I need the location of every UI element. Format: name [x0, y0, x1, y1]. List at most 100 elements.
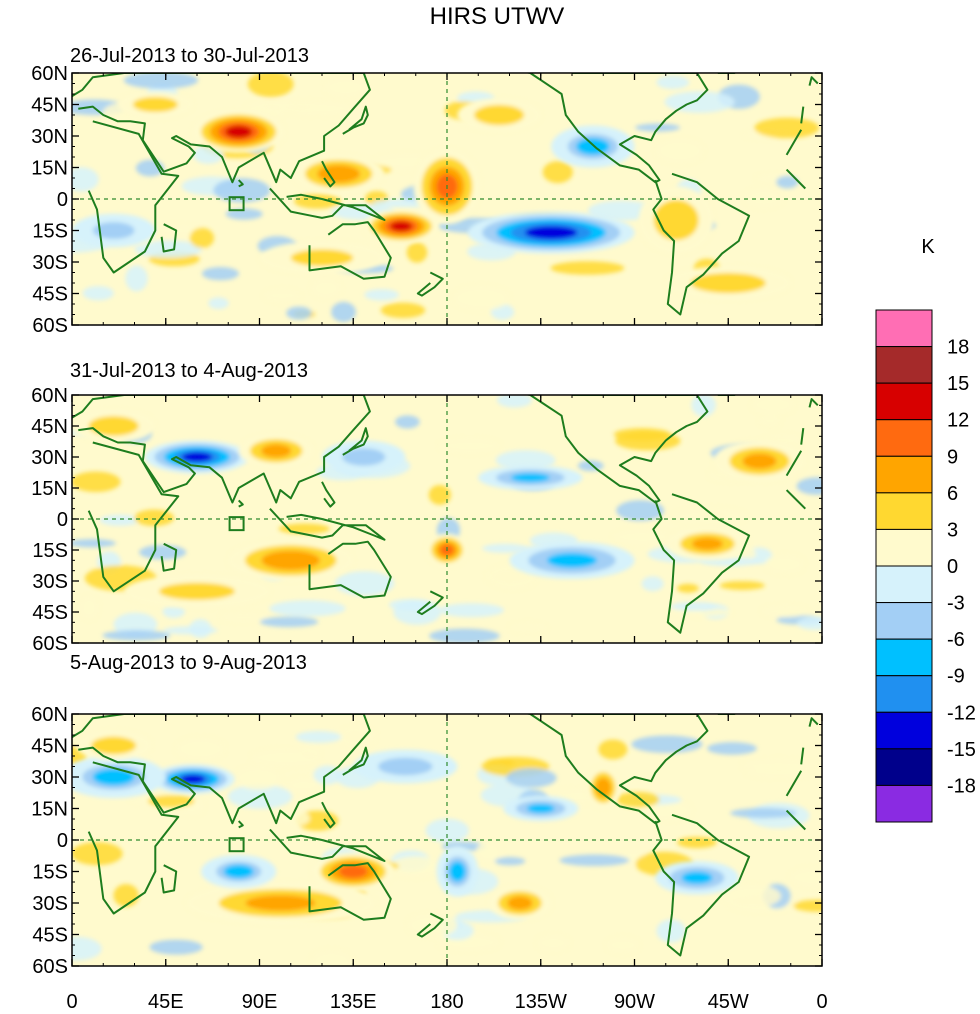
- x-axis-labels: 0 45E 90E 135E 180 135W 90W 45W 0: [66, 991, 827, 1013]
- texture-patch: [72, 471, 121, 493]
- colorbar-tick-label: 15: [947, 373, 969, 395]
- x-tick-label: 0: [66, 991, 77, 1013]
- colorbar-bin: [875, 309, 933, 348]
- x-tick-label: 180: [430, 991, 463, 1013]
- y-tick-label: 45N: [31, 736, 68, 758]
- anomaly-negative-contour: [550, 553, 594, 567]
- texture-patch: [299, 745, 321, 761]
- y-tick-label: 60N: [31, 704, 68, 726]
- y-tick-label: 30S: [32, 893, 68, 915]
- anomaly-positive-contour: [290, 249, 354, 267]
- coastline: [652, 172, 751, 316]
- island-outline: [228, 516, 245, 532]
- coastline: [321, 801, 336, 829]
- anomaly-negative-contour: [181, 452, 213, 462]
- anomaly-positive-contour: [269, 553, 312, 568]
- colorbar-bin: [875, 711, 933, 750]
- texture-patch: [247, 73, 294, 97]
- texture-patch: [395, 415, 420, 429]
- texture-patch: [765, 554, 805, 575]
- anomaly-positive-contour: [263, 445, 290, 457]
- island-outline: [228, 196, 245, 212]
- x-tick-label: 45W: [708, 991, 749, 1013]
- anomaly-negative-contour: [526, 803, 555, 814]
- anomaly-blobs: [72, 730, 739, 924]
- texture-patch: [113, 884, 139, 907]
- x-tick-label: 90W: [614, 991, 655, 1013]
- x-tick-label: 45E: [148, 991, 184, 1013]
- anomaly-negative-contour: [180, 774, 206, 784]
- y-tick-label: 60N: [31, 385, 68, 407]
- texture-patch: [754, 117, 820, 139]
- anomaly-positive-contour: [508, 897, 531, 909]
- anomaly-positive-contour: [245, 895, 316, 911]
- anomaly-positive-contour: [390, 221, 413, 232]
- anomaly-negative-contour: [510, 473, 550, 483]
- coastline: [524, 395, 709, 504]
- coastline: [342, 427, 369, 456]
- coastline: [524, 714, 709, 825]
- y-tick-label: 0: [57, 830, 68, 852]
- texture-patch: [723, 884, 781, 908]
- anomaly-blobs: [72, 409, 806, 608]
- y-tick-label: 15S: [32, 540, 68, 562]
- coastline: [808, 76, 819, 86]
- texture-patch: [135, 159, 165, 177]
- texture-patch: [439, 603, 504, 618]
- colorbar-tick-label: 18: [947, 337, 969, 359]
- chart-title: HIRS UTWV: [430, 3, 565, 30]
- colorbar-bin: [875, 565, 933, 604]
- texture-patch: [438, 438, 501, 454]
- texture-patch: [670, 601, 720, 611]
- anomaly-blobs: [72, 91, 791, 300]
- texture-patch: [536, 934, 570, 952]
- texture-patch: [759, 415, 781, 427]
- texture-patch: [99, 514, 140, 526]
- texture-patch: [656, 919, 686, 943]
- texture-patch: [492, 570, 534, 585]
- texture-patch: [78, 596, 100, 620]
- anomaly-positive-contour: [340, 865, 367, 878]
- anomaly-negative-contour: [345, 449, 382, 465]
- texture-patch: [72, 539, 116, 548]
- coastline: [160, 542, 178, 572]
- colorbar-bin: [875, 528, 933, 567]
- colorbar-bin: [875, 784, 933, 823]
- texture-patch: [559, 854, 630, 867]
- colorbar-bin: [875, 602, 933, 640]
- texture-patch: [761, 605, 809, 618]
- coastline: [652, 493, 751, 634]
- colorbar-bin: [875, 455, 933, 494]
- texture-patch: [476, 840, 503, 864]
- texture-patch: [789, 867, 822, 888]
- x-tick-label: 90E: [242, 991, 278, 1013]
- colorbar-tick-label: -3: [947, 593, 965, 615]
- coastline: [416, 912, 444, 938]
- texture-patch: [656, 75, 690, 89]
- texture-patch: [494, 857, 526, 866]
- anomaly-negative-contour: [382, 759, 429, 774]
- texture-patch: [542, 161, 573, 184]
- coastline: [308, 221, 392, 280]
- colorbar-bin: [875, 346, 933, 384]
- texture-patch: [550, 261, 625, 275]
- texture-patch: [744, 187, 784, 209]
- colorbar-tick-label: 6: [947, 483, 958, 505]
- coastline: [524, 73, 709, 184]
- texture-patch: [616, 500, 664, 521]
- texture-patch: [406, 913, 458, 938]
- panel-1-title: 26-Jul-2013 to 30-Jul-2013: [70, 45, 309, 67]
- coastline: [652, 813, 751, 957]
- coastline: [308, 862, 392, 921]
- texture-patch: [664, 91, 735, 113]
- coastline: [87, 761, 807, 915]
- colorbar-tick-label: 0: [947, 556, 958, 578]
- texture-patch: [406, 242, 428, 263]
- anomaly-positive-contour: [225, 125, 253, 138]
- panel-2-map: [72, 395, 822, 643]
- texture-patch: [577, 460, 604, 472]
- colorbar-tick-label: 3: [947, 519, 958, 541]
- anomaly-negative-contour: [681, 871, 713, 885]
- texture-patch: [283, 100, 353, 116]
- texture-patch: [72, 167, 99, 192]
